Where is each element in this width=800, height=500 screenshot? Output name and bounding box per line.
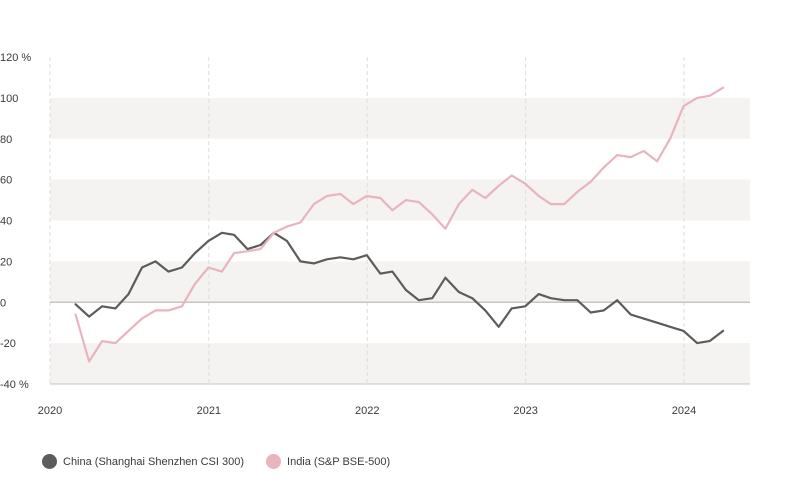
y-tick-label: 20 [0,256,12,268]
grid-band [50,343,750,384]
y-tick-label: 0 [0,297,6,309]
series-line-china [74,231,725,345]
legend-item-india: India (S&P BSE-500) [266,454,390,469]
y-tick-label: 120 % [0,52,31,64]
x-tick-label: 2024 [672,405,696,417]
x-tick-label: 2023 [513,405,537,417]
legend-item-china: China (Shanghai Shenzhen CSI 300) [42,454,244,469]
x-axis-ticks: 2020 2021 2022 2023 2024 [38,405,697,417]
series-lines [74,86,725,363]
x-tick-label: 2021 [197,405,221,417]
legend-swatch-china [42,454,57,469]
y-tick-label: 80 [0,134,12,146]
y-tick-label: -40 % [0,379,29,391]
legend-label-india: India (S&P BSE-500) [287,455,391,468]
y-tick-label: 60 [0,175,12,187]
y-axis-ticks: -40 % -20 0 20 40 60 80 100 120 % [0,52,31,391]
axes [50,301,750,385]
series-line-india [74,86,725,363]
legend-label-china: China (Shanghai Shenzhen CSI 300) [63,455,245,468]
y-tick-label: 100 [0,93,18,105]
legend-swatch-india [266,454,282,469]
x-tick-label: 2022 [355,405,379,417]
background-bands [50,97,750,384]
year-gridlines [49,57,685,384]
y-tick-label: 40 [0,216,12,228]
legend: China (Shanghai Shenzhen CSI 300) India … [42,454,390,469]
y-tick-label: -20 [0,338,16,350]
grid-band [50,97,750,139]
x-tick-label: 2020 [38,405,62,417]
grid-band [50,179,750,221]
